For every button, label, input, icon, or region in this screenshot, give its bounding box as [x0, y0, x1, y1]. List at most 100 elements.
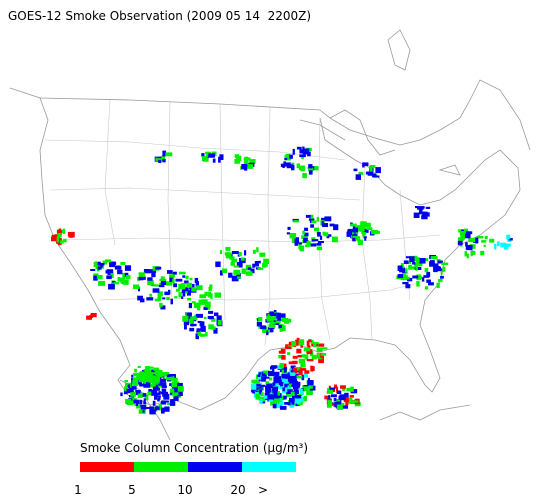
smoke-pixel	[347, 230, 351, 233]
smoke-pixel	[105, 259, 112, 263]
smoke-pixel	[329, 387, 335, 390]
smoke-pixel	[152, 382, 156, 387]
smoke-pixel	[345, 402, 349, 406]
smoke-pixel	[164, 400, 169, 403]
smoke-pixel	[294, 367, 300, 370]
smoke-pixel	[316, 347, 323, 353]
smoke-pixel	[355, 236, 361, 241]
smoke-pixel	[289, 397, 296, 403]
smoke-pixel	[292, 385, 297, 390]
smoke-pixel	[110, 273, 114, 278]
smoke-pixel	[362, 162, 369, 167]
colorbar-segment	[188, 462, 242, 472]
smoke-pixel	[460, 230, 466, 236]
smoke-pixel	[287, 394, 293, 397]
smoke-pixel	[286, 232, 291, 235]
smoke-pixel	[169, 274, 175, 278]
smoke-pixel	[327, 400, 333, 406]
smoke-pixel	[291, 341, 297, 347]
smoke-pixel	[465, 245, 473, 251]
smoke-pixel	[59, 240, 64, 244]
smoke-pixel	[320, 353, 327, 356]
smoke-pixel	[291, 402, 296, 405]
smoke-pixel	[258, 317, 263, 322]
smoke-pixel	[298, 358, 306, 364]
smoke-pixel	[265, 381, 270, 385]
smoke-pixel	[310, 365, 314, 372]
smoke-pixel	[182, 275, 186, 278]
smoke-pixel	[137, 366, 141, 369]
smoke-pixel	[496, 241, 500, 247]
smoke-pixel	[132, 378, 139, 382]
smoke-pixel	[288, 383, 291, 388]
smoke-pixel	[508, 238, 513, 241]
smoke-pixel	[346, 387, 354, 392]
smoke-pixel	[149, 406, 155, 413]
smoke-pixel	[189, 327, 195, 332]
smoke-pixel	[58, 228, 62, 232]
smoke-pixel	[465, 242, 468, 247]
smoke-pixel	[247, 267, 252, 270]
smoke-pixel	[131, 386, 137, 390]
smoke-pixel	[471, 238, 479, 243]
smoke-pixel	[136, 375, 142, 380]
colorbar-segment	[80, 462, 134, 472]
smoke-pixel	[133, 284, 140, 290]
smoke-pixel	[146, 377, 150, 380]
smoke-pixel	[208, 310, 214, 314]
smoke-pixel	[156, 371, 163, 378]
colorbar-segment	[134, 462, 188, 472]
smoke-pixel	[305, 214, 312, 218]
smoke-pixel	[438, 268, 443, 271]
smoke-pixel	[405, 284, 411, 289]
smoke-pixel	[483, 244, 486, 247]
smoke-pixel	[147, 280, 154, 286]
smoke-pixel	[161, 407, 165, 414]
smoke-pixel	[156, 395, 161, 398]
smoke-pixel	[287, 377, 294, 382]
smoke-pixel	[152, 400, 156, 406]
smoke-pixel	[162, 297, 166, 300]
smoke-pixel	[399, 268, 406, 273]
smoke-pixel	[352, 235, 358, 238]
smoke-pixel	[293, 382, 300, 389]
smoke-pixel	[165, 152, 173, 157]
smoke-pixel	[236, 273, 241, 279]
smoke-pixel	[162, 159, 166, 163]
smoke-pixel	[119, 277, 125, 283]
smoke-pixel	[161, 400, 166, 404]
smoke-pixel	[404, 268, 408, 273]
colorbar-tick-label: 20	[230, 483, 245, 497]
smoke-pixel	[371, 173, 377, 177]
smoke-pixel	[197, 331, 201, 337]
smoke-pixel	[365, 171, 370, 175]
smoke-pixel	[93, 275, 98, 281]
smoke-pixel	[143, 269, 151, 274]
smoke-pixel	[225, 246, 231, 251]
smoke-pixel	[191, 321, 194, 327]
smoke-pixel	[159, 302, 163, 308]
smoke-pixel	[166, 296, 170, 301]
smoke-pixel	[284, 402, 291, 405]
smoke-pixel	[324, 395, 330, 400]
smoke-pixel	[182, 315, 189, 322]
smoke-pixel	[303, 237, 308, 243]
smoke-pixel	[404, 276, 410, 280]
smoke-pixel	[118, 265, 122, 270]
smoke-pixel	[205, 151, 212, 154]
smoke-pixel	[236, 262, 243, 268]
smoke-pixel	[314, 227, 320, 231]
smoke-pixel	[285, 346, 292, 350]
smoke-pixel	[307, 377, 310, 384]
colorbar-tick-label: >	[258, 483, 268, 497]
smoke-pixel	[346, 231, 351, 237]
smoke-pixel	[291, 380, 298, 385]
smoke-pixel	[272, 382, 276, 387]
smoke-pixel	[349, 229, 352, 234]
smoke-pixel	[357, 239, 363, 246]
smoke-pixel	[199, 294, 206, 299]
smoke-pixel	[296, 146, 302, 150]
smoke-pixel	[263, 395, 268, 399]
smoke-pixel	[277, 391, 280, 396]
